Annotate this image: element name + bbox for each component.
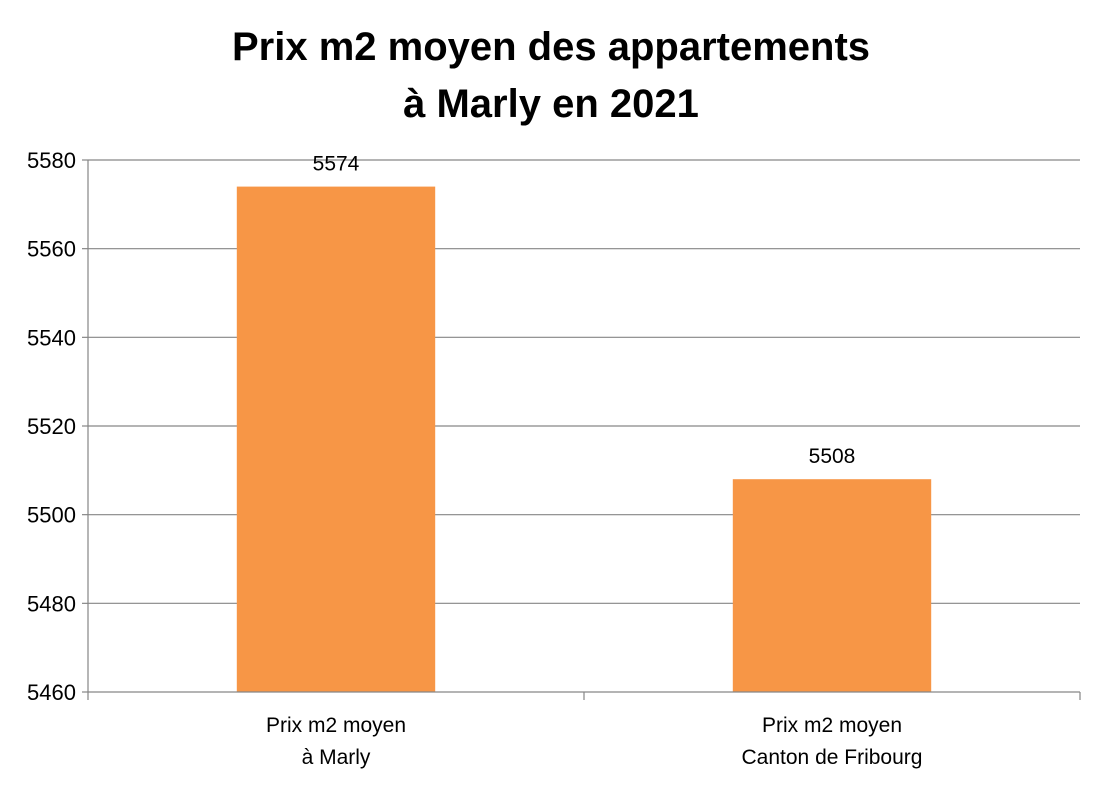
y-tick-label-5560: 5560 xyxy=(27,237,76,262)
chart-title-line-2: à Marly en 2021 xyxy=(403,82,699,126)
bar-0 xyxy=(236,186,436,692)
y-axis-tick-labels: 5460 5480 5500 5520 5540 5560 5580 xyxy=(27,148,76,705)
y-tick-label-5520: 5520 xyxy=(27,414,76,439)
data-label-0: 5574 xyxy=(313,153,360,176)
chart-title: Prix m2 moyen des appartements à Marly e… xyxy=(232,25,870,126)
data-label-1: 5508 xyxy=(809,445,856,468)
y-tick-label-5460: 5460 xyxy=(27,680,76,705)
chart-title-line-1: Prix m2 moyen des appartements xyxy=(232,25,870,69)
x-category-label-1-line-1: Prix m2 moyen xyxy=(762,714,902,737)
x-category-label-0-line-2: à Marly xyxy=(302,746,371,769)
bars xyxy=(236,186,932,692)
x-category-label-0-line-1: Prix m2 moyen xyxy=(266,714,406,737)
axes xyxy=(82,159,1081,700)
y-tick-label-5580: 5580 xyxy=(27,148,76,173)
y-tick-label-5540: 5540 xyxy=(27,325,76,350)
x-axis-category-labels: Prix m2 moyen à Marly Prix m2 moyen Canton … xyxy=(266,714,923,769)
data-labels: 5574 5508 xyxy=(313,153,856,469)
x-category-label-1-line-2: Canton de Fribourg xyxy=(742,746,923,769)
y-tick-label-5500: 5500 xyxy=(27,503,76,528)
y-tick-label-5480: 5480 xyxy=(27,591,76,616)
bar-1 xyxy=(732,479,932,692)
